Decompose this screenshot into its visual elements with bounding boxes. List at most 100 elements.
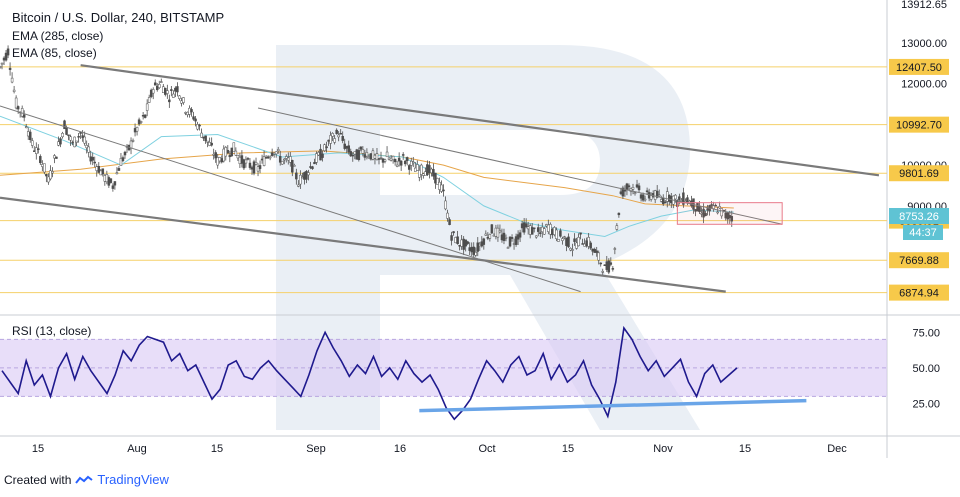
time-tick-label: Oct xyxy=(478,443,495,455)
candle-body xyxy=(204,135,207,142)
candle-body xyxy=(97,166,101,173)
candle-body xyxy=(393,158,397,163)
candle-body xyxy=(39,156,42,164)
ema-fast-label[interactable]: EMA (85, close) xyxy=(12,46,97,60)
candle-body xyxy=(210,142,213,146)
candle-body xyxy=(216,157,219,166)
candle-body xyxy=(230,147,234,157)
candle-body xyxy=(549,224,552,235)
countdown-label: 44:37 xyxy=(909,227,937,239)
candle-body xyxy=(63,120,66,130)
ema-285-line xyxy=(0,150,734,209)
price-tick-label-top: 13912.65 xyxy=(901,0,947,11)
candle-body xyxy=(349,151,353,157)
time-axis[interactable]: 15 Aug 15 Sep 16 Oct 15 Nov 15 Dec xyxy=(32,443,847,455)
candle-body xyxy=(593,248,596,253)
candle-body xyxy=(198,124,201,127)
candle-body xyxy=(373,154,377,159)
candle-body xyxy=(111,185,115,189)
ema-slow-label[interactable]: EMA (285, close) xyxy=(12,29,104,43)
candle-body xyxy=(589,242,592,249)
candle-body xyxy=(212,154,215,156)
candle-body xyxy=(579,232,582,235)
rsi-label[interactable]: RSI (13, close) xyxy=(12,324,92,338)
symbol-title: Bitcoin / U.S. Dollar, 240, BITSTAMP xyxy=(12,10,225,25)
candle-body xyxy=(115,172,119,175)
candle-body xyxy=(541,226,544,233)
candle-body xyxy=(305,170,308,180)
candle-body xyxy=(101,168,105,175)
candle-body xyxy=(196,124,199,130)
candle-body xyxy=(438,181,441,190)
candle-body xyxy=(532,227,536,230)
candle-body xyxy=(418,170,421,178)
candle-body xyxy=(605,261,609,270)
candle-body xyxy=(595,250,598,253)
candle-body xyxy=(47,176,50,183)
candle-body xyxy=(250,167,254,170)
candle-body xyxy=(337,134,340,138)
candle-body xyxy=(184,112,187,114)
candle-body xyxy=(442,189,445,192)
candle-body xyxy=(313,162,316,165)
candle-body xyxy=(99,170,103,176)
candle-body xyxy=(123,151,127,156)
candle-body xyxy=(583,243,586,247)
candle-body xyxy=(664,201,667,204)
candle-body xyxy=(428,165,431,174)
candle-body xyxy=(520,223,524,229)
candle-body xyxy=(601,271,605,273)
candle-body xyxy=(166,90,169,94)
candle-body xyxy=(276,149,280,152)
candle-body xyxy=(61,132,64,138)
candle-body xyxy=(170,89,173,91)
candle-body xyxy=(553,227,556,235)
target-zone-box xyxy=(676,202,783,225)
candle-body xyxy=(528,225,532,235)
candle-body xyxy=(680,200,683,202)
rsi-tick-label: 75.00 xyxy=(912,327,940,339)
candle-body xyxy=(512,243,516,245)
candle-body xyxy=(462,238,465,250)
candle-body xyxy=(188,107,191,115)
candle-body xyxy=(653,190,657,200)
candle-body xyxy=(222,148,226,162)
candle-body xyxy=(287,157,290,161)
candle-body xyxy=(274,151,278,155)
candle-body xyxy=(319,148,322,161)
candle-body xyxy=(180,100,183,104)
candle-body xyxy=(464,239,467,247)
candle-body xyxy=(35,147,38,154)
rsi-tick-label: 25.00 xyxy=(912,399,940,411)
candle-body xyxy=(59,138,62,145)
candle-body xyxy=(401,154,405,156)
candle-body xyxy=(492,234,496,237)
price-tick-label: 12000.00 xyxy=(901,79,947,91)
candle-body xyxy=(674,194,677,200)
candle-body xyxy=(645,190,649,192)
candle-body xyxy=(262,156,266,166)
candle-body xyxy=(307,172,310,176)
candle-body xyxy=(153,82,157,86)
candle-body xyxy=(623,189,627,192)
candle-body xyxy=(639,194,643,199)
candle-body xyxy=(224,147,228,157)
tradingview-brand[interactable]: TradingView xyxy=(97,472,169,487)
candle-body xyxy=(117,168,121,171)
price-level-tag-label: 7669.88 xyxy=(899,255,939,267)
candle-body xyxy=(43,163,46,173)
candle-body xyxy=(599,262,602,265)
candle-body xyxy=(557,239,560,242)
candle-body xyxy=(478,243,482,247)
candle-body xyxy=(377,158,381,160)
candle-body xyxy=(661,197,665,205)
candle-body xyxy=(476,242,480,252)
price-axis[interactable]: 13000.0012000.0010000.009000.0013912.651… xyxy=(889,0,949,301)
candle-body xyxy=(530,227,534,235)
candle-body xyxy=(450,235,453,241)
candle-body xyxy=(343,143,346,149)
candle-body xyxy=(323,144,326,151)
candle-body xyxy=(103,175,107,182)
candle-body xyxy=(232,142,236,152)
